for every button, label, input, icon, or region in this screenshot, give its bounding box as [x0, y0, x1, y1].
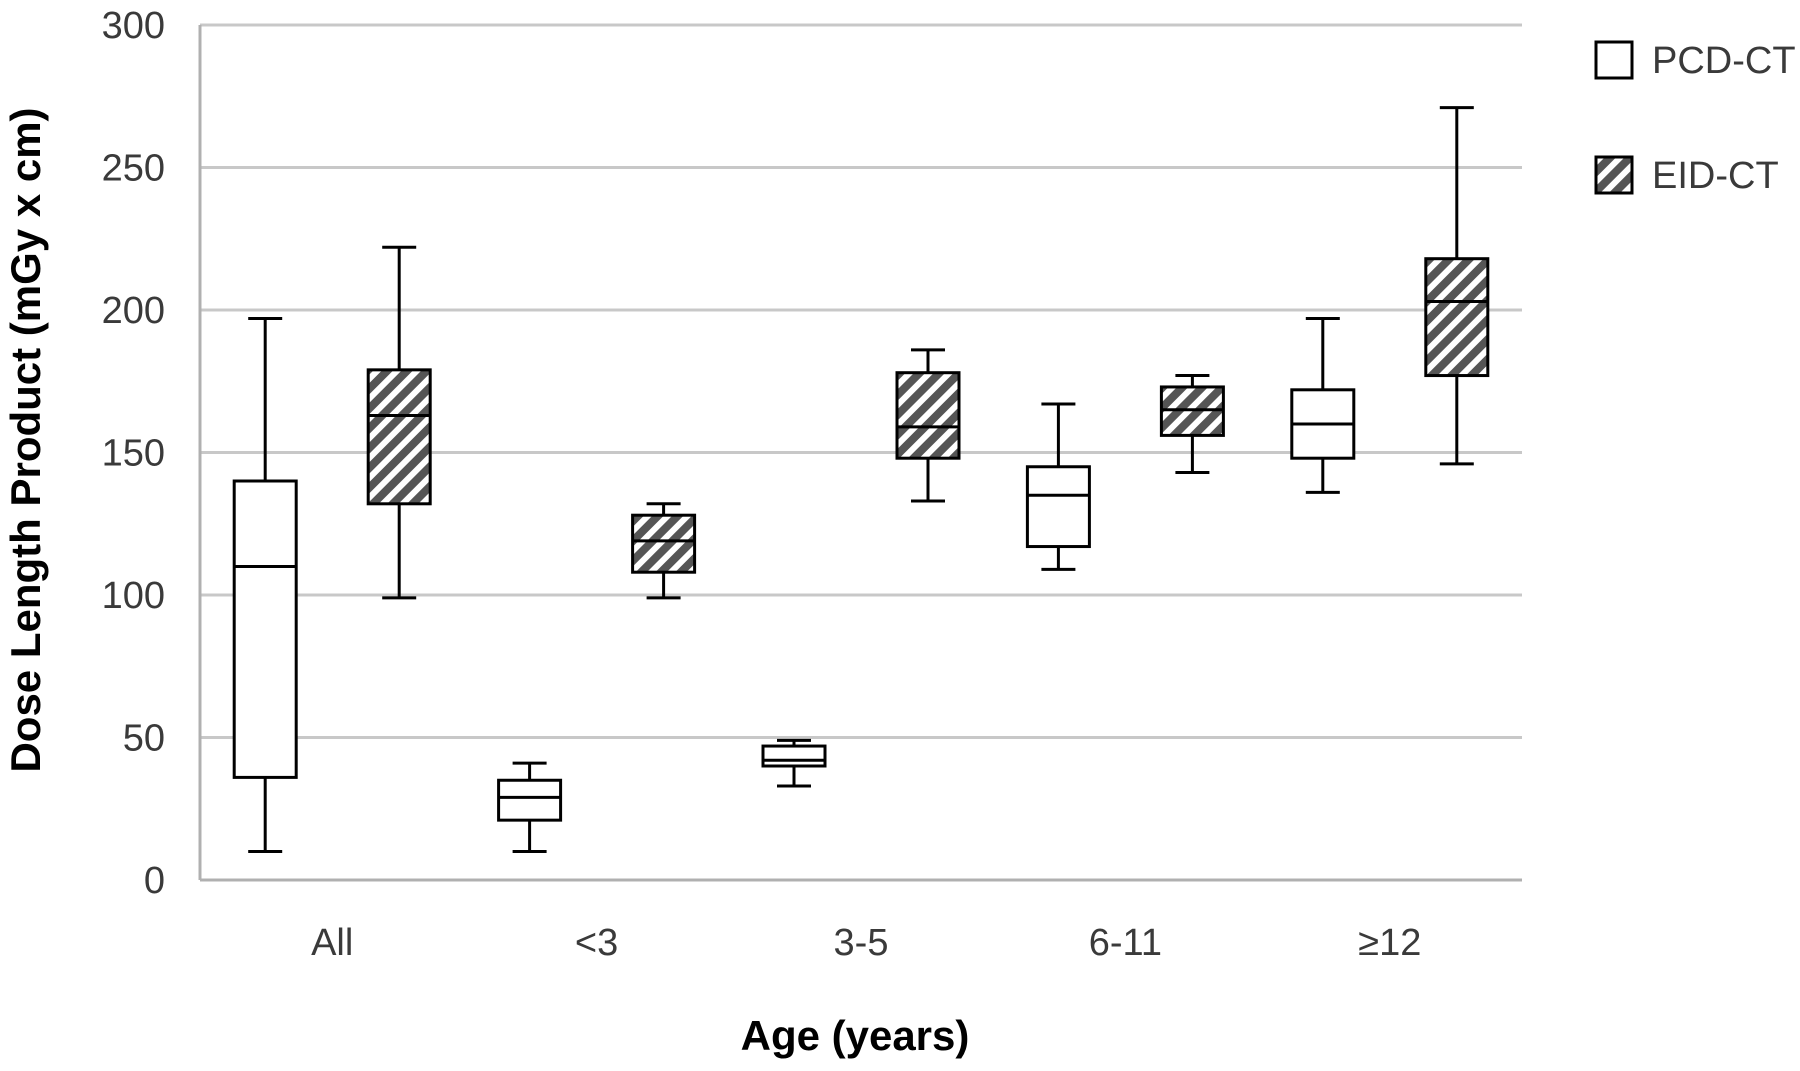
box-pcd-ct-1: [497, 761, 563, 853]
x-tick-label: ≥12: [1358, 922, 1421, 964]
box-iqr: [366, 368, 432, 506]
box-iqr: [1424, 257, 1490, 378]
box-iqr: [497, 778, 563, 822]
y-axis-title: Dose Length Product (mGy x cm): [2, 107, 49, 772]
y-tick-label: 50: [123, 718, 165, 760]
box-pcd-ct-0: [232, 317, 298, 853]
box-iqr: [232, 479, 298, 779]
y-tick-label: 100: [102, 575, 165, 617]
legend-item-pcd-ct: PCD-CT: [1594, 40, 1796, 82]
boxes: [232, 106, 1490, 853]
legend-label: PCD-CT: [1652, 40, 1796, 82]
box-pcd-ct-3: [1025, 402, 1091, 571]
legend-swatch: [1594, 40, 1634, 80]
x-tick-label: All: [311, 922, 353, 964]
x-tick-label: 6-11: [1089, 922, 1162, 964]
y-tick-label: 0: [144, 860, 165, 902]
x-tick-label: <3: [575, 922, 618, 964]
box-eid-ct-0: [366, 245, 432, 600]
x-tick-label: 3-5: [834, 922, 889, 964]
y-tick-label: 300: [102, 5, 165, 47]
box-iqr: [631, 513, 697, 574]
box-eid-ct-1: [631, 502, 697, 600]
legend-label: EID-CT: [1652, 155, 1779, 197]
box-iqr: [1025, 465, 1091, 549]
box-eid-ct-4: [1424, 106, 1490, 466]
box-iqr: [761, 744, 827, 768]
axes: [198, 25, 1522, 882]
legend-swatch: [1594, 155, 1634, 195]
x-axis-title: Age (years): [741, 1012, 970, 1059]
y-tick-label: 250: [102, 148, 165, 190]
y-tick-label: 150: [102, 433, 165, 475]
box-iqr: [895, 371, 961, 460]
box-eid-ct-2: [895, 348, 961, 503]
legend: PCD-CT EID-CT: [1594, 40, 1796, 197]
legend-item-eid-ct: EID-CT: [1594, 155, 1779, 197]
y-tick-label: 200: [102, 290, 165, 332]
box-pcd-ct-4: [1290, 317, 1356, 494]
box-pcd-ct-2: [761, 738, 827, 788]
tick-labels: 0 50 100 150 200 250 300 All <3 3-5 6-11 ≥12: [102, 5, 1422, 964]
box-eid-ct-3: [1159, 374, 1225, 474]
